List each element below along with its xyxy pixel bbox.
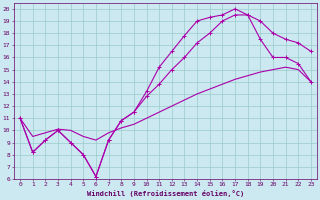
X-axis label: Windchill (Refroidissement éolien,°C): Windchill (Refroidissement éolien,°C)	[87, 190, 244, 197]
